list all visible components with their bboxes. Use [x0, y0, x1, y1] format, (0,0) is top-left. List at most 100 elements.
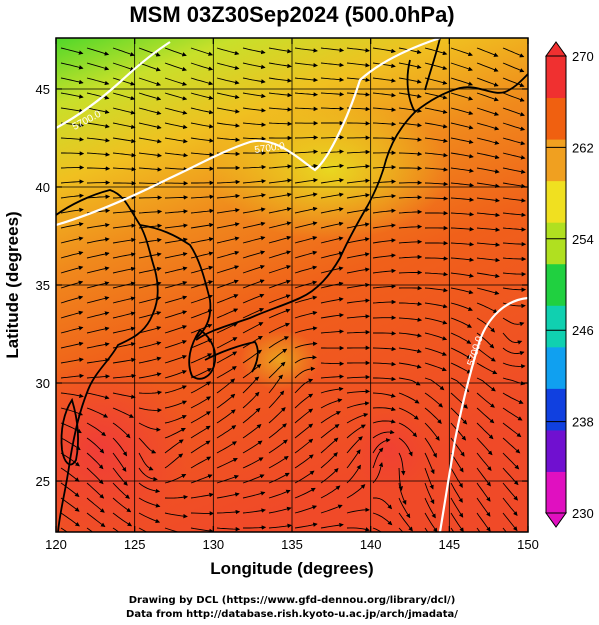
streamline [502, 256, 527, 262]
streamline [373, 331, 397, 336]
streamline [398, 77, 422, 84]
streamline [138, 422, 161, 432]
streamline [320, 329, 345, 334]
streamline [398, 122, 422, 128]
streamline [476, 392, 495, 408]
streamline [346, 178, 370, 184]
streamline [320, 452, 338, 469]
streamline [112, 107, 136, 115]
streamline [398, 317, 423, 322]
streamline [164, 122, 188, 130]
warm-yellow-region [210, 100, 450, 240]
streamline [268, 489, 291, 499]
x-axis-ticks: 120 125 130 135 140 145 150 [45, 38, 539, 552]
streamline [476, 137, 500, 145]
streamline [216, 337, 238, 349]
streamline [190, 411, 211, 424]
streamline [86, 77, 110, 86]
streamline [138, 527, 148, 532]
streamline [502, 92, 525, 102]
streamline [294, 438, 314, 454]
streamline [164, 92, 188, 101]
streamline [138, 237, 162, 244]
streamline [424, 407, 442, 424]
contour-label-north: 5700.0 [254, 141, 286, 156]
streamline [424, 497, 436, 519]
streamline [86, 122, 110, 129]
streamline [242, 92, 266, 99]
streamline [242, 424, 262, 439]
streamline [398, 452, 406, 476]
streamline [450, 437, 465, 457]
streamline [112, 62, 135, 72]
streamline [373, 136, 397, 141]
streamline [112, 357, 136, 364]
streamline [502, 77, 525, 87]
streamline [476, 317, 496, 333]
streamline [294, 106, 319, 112]
streamline [424, 467, 434, 490]
streamline [294, 487, 316, 499]
streamline [320, 236, 344, 244]
streamline [476, 257, 501, 263]
streamline [112, 281, 136, 289]
streamline [476, 182, 500, 189]
streamline [320, 135, 345, 140]
streamline [424, 332, 448, 341]
x-tick-label: 150 [517, 537, 539, 552]
streamline [190, 396, 212, 409]
colorbar-segment [546, 305, 566, 348]
streamline [138, 167, 163, 172]
streamline [242, 508, 266, 514]
streamline [138, 62, 161, 72]
streamline [216, 425, 237, 439]
streamline [346, 62, 370, 68]
streamline [138, 266, 162, 274]
streamline [294, 265, 318, 274]
streamline [372, 527, 383, 532]
streamline [372, 406, 396, 412]
streamline [138, 452, 154, 471]
streamline [450, 92, 474, 101]
streamline [86, 482, 105, 499]
streamline [164, 195, 189, 200]
streamline [164, 325, 188, 334]
streamline [112, 437, 127, 457]
streamline [112, 422, 131, 439]
streamline [138, 341, 162, 349]
streamline [398, 497, 411, 519]
streamline [190, 47, 214, 56]
streamline [476, 62, 499, 72]
streamline [346, 527, 370, 532]
streamline [216, 137, 241, 143]
streamline [502, 137, 526, 146]
streamline [60, 62, 84, 70]
streamline [320, 297, 344, 304]
streamline [112, 237, 136, 244]
y-axis-label: Latitude (degrees) [3, 211, 22, 358]
streamline [86, 152, 111, 157]
streamline [502, 122, 526, 131]
streamline [216, 279, 239, 289]
streamline [242, 164, 267, 170]
streamline [86, 296, 110, 304]
streamline [320, 92, 345, 97]
streamline [242, 250, 266, 259]
streamline [320, 47, 345, 53]
colorbar-segment [546, 388, 566, 431]
streamline [268, 235, 292, 244]
credit-data: Data from http://database.rish.kyoto-u.a… [126, 609, 458, 620]
streamline [60, 236, 84, 244]
streamline [502, 527, 507, 532]
streamline [294, 192, 318, 199]
colorbar-segment [546, 180, 566, 223]
contour-line-north [56, 38, 441, 227]
y-tick-label: 45 [36, 82, 50, 97]
streamline [60, 107, 84, 113]
streamline [476, 377, 496, 392]
streamline [86, 452, 104, 470]
streamline [398, 392, 420, 404]
streamline [372, 462, 384, 484]
streamline [112, 166, 137, 172]
streamline [86, 374, 111, 379]
